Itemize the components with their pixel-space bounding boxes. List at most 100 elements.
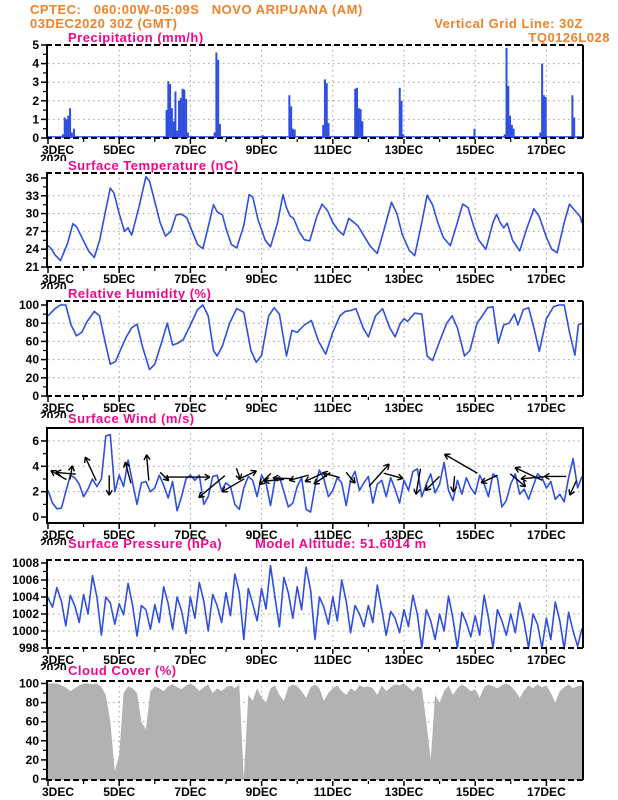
wind-arrow-head: [289, 479, 296, 483]
y-tick-label: 0: [32, 772, 39, 786]
precip-bar: [186, 132, 189, 138]
x-tick-label: 13DEC: [385, 785, 424, 799]
wind-arrow-head: [67, 465, 73, 471]
x-tick-label: 17DEC: [527, 653, 566, 667]
wind-arrow-head: [221, 486, 226, 493]
wind-arrow-head: [480, 477, 486, 484]
wind-title: Surface Wind (m/s): [68, 411, 195, 426]
wind-arrow-head: [313, 478, 318, 485]
wind-arrow: [69, 465, 74, 480]
y-tick-label: 24: [26, 242, 40, 256]
x-tick-label: 11DEC: [314, 653, 352, 667]
panel-cloud_cover: 0 20 40 60 80 100 3DEC 5DEC 7DEC 9DEC 11DEC 13DEC 15…: [19, 676, 584, 799]
wind-arrow-head: [481, 482, 488, 485]
wind-arrow: [514, 466, 543, 481]
precip-bar: [290, 106, 293, 138]
precip-bar: [288, 95, 291, 138]
x-tick-label: 15DEC: [456, 785, 495, 799]
x-tick-label: 13DEC: [385, 143, 424, 157]
wind-arrow-head: [123, 461, 126, 468]
panel-surface_pressure: 998 1000 1002 1004 1006 1008 3DEC 5DEC 7DEC 9DEC 1…: [12, 556, 584, 667]
precip-bar: [172, 121, 175, 138]
wind-arrow-head: [105, 489, 110, 496]
x-tick-label: 5DEC: [103, 528, 135, 542]
wind-arrow: [289, 474, 309, 481]
precip-bar: [183, 89, 186, 138]
wind-arrow-head: [252, 470, 257, 477]
wind-arrow-head: [162, 478, 169, 482]
x-tick-label: 5DEC: [103, 272, 135, 286]
wind-arrow-head: [522, 480, 527, 487]
wind-arrow: [424, 475, 441, 491]
y-tick-label: 21: [26, 260, 40, 274]
precip-bar: [573, 117, 576, 138]
wind-arrow-head: [263, 477, 270, 482]
precip-bar: [65, 119, 68, 138]
x-tick-label: 13DEC: [385, 272, 424, 286]
wind-arrow-head: [415, 489, 421, 495]
y-tick-label: 27: [26, 224, 40, 238]
wind-arrow-head: [198, 495, 205, 499]
x-tick-label: 11DEC: [314, 528, 352, 542]
precip-bar: [259, 136, 262, 138]
y-tick-label: 1: [32, 112, 39, 126]
surface_pressure-line: [47, 564, 583, 650]
year-label: 2020: [40, 537, 67, 545]
wind-arrow: [322, 472, 340, 479]
precip-bar: [322, 124, 325, 138]
precip-bar: [217, 59, 220, 138]
wind-arrow-head: [443, 453, 449, 460]
x-tick-label: 7DEC: [174, 143, 206, 157]
x-tick-label: 9DEC: [246, 272, 278, 286]
x-tick-label: 15DEC: [456, 528, 495, 542]
y-tick-label: 100: [19, 676, 39, 690]
wind-arrow-head: [383, 463, 390, 467]
precip-bar: [185, 98, 188, 138]
wind-arrow-head: [425, 488, 432, 492]
precip-bar: [178, 100, 181, 138]
precip-bar: [327, 123, 330, 138]
x-tick-label: 9DEC: [246, 401, 278, 415]
year-label: 2020: [40, 153, 67, 161]
wind-arrow-head: [321, 472, 328, 478]
wind-arrow-head: [71, 465, 76, 472]
panel-surface_wind: 0 2 4 6 3DEC 5DEC 7DEC 9DEC 11DEC 13DEC 15DEC 17DEC: [32, 427, 584, 542]
y-tick-label: 1006: [12, 573, 39, 587]
wind-arrow-head: [263, 480, 270, 485]
y-tick-label: 1004: [12, 590, 39, 604]
y-tick-label: 1000: [12, 624, 39, 638]
precip-bar: [291, 128, 294, 138]
precip-bar: [510, 124, 513, 138]
wind-arrow-head: [198, 491, 202, 498]
precip-bar: [357, 108, 360, 138]
precip-bar: [213, 132, 216, 138]
y-tick-label: 60: [26, 334, 40, 348]
wind-arrow-head: [204, 473, 211, 478]
wind-arrow-head: [353, 477, 356, 484]
wind-arrow-head: [543, 475, 550, 481]
y-tick-label: 20: [26, 371, 40, 385]
precip-bar: [170, 108, 173, 138]
wind-arrow-head: [204, 476, 211, 481]
wind-arrow-head: [259, 482, 266, 486]
wind-arrow: [480, 474, 498, 484]
wind-arrow: [304, 473, 322, 483]
wind-arrow: [452, 476, 456, 493]
precip-bar: [181, 88, 184, 138]
wind-arrow: [235, 468, 242, 480]
precip-bar: [400, 100, 403, 138]
x-tick-label: 17DEC: [527, 401, 566, 415]
x-tick-label: 3DEC: [42, 785, 74, 799]
x-tick-label: 11DEC: [314, 143, 352, 157]
wind-arrow-head: [313, 482, 320, 485]
surface_temperature-line: [47, 176, 583, 262]
precip-bar: [354, 88, 357, 138]
wind-arrow: [272, 477, 293, 480]
wind-arrow: [520, 475, 545, 480]
wind-arrow-head: [568, 489, 571, 496]
precip-bar: [215, 52, 218, 138]
y-tick-label: 2: [32, 94, 39, 108]
x-tick-label: 9DEC: [246, 528, 278, 542]
wind-arrow-head: [258, 478, 262, 485]
